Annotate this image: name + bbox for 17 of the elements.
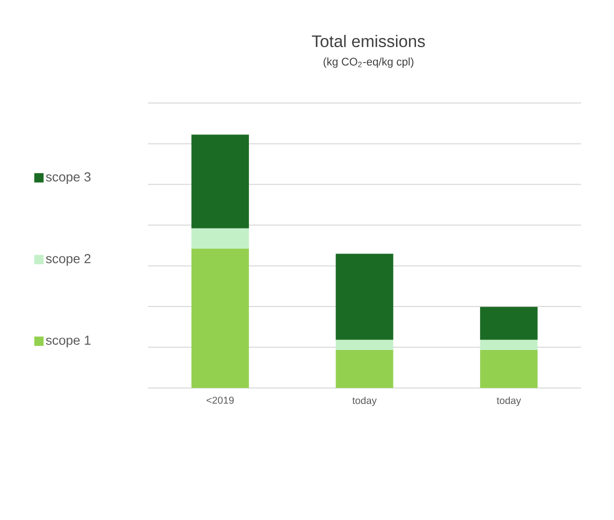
x-tick-label: <2019 xyxy=(206,396,234,404)
x-tick-label: today xyxy=(352,396,377,406)
bar xyxy=(191,228,249,249)
chart-subtitle: (kg CO$_{2}$-eq/kg cpl) xyxy=(324,58,414,68)
bar xyxy=(480,350,538,388)
bar xyxy=(191,134,249,228)
legend-label: scope 2 xyxy=(46,254,90,266)
bar xyxy=(191,248,249,388)
bar xyxy=(480,340,538,350)
chart-title: Total emissions xyxy=(312,34,425,48)
legend-label: scope 1 xyxy=(46,336,90,348)
x-tick-label: today xyxy=(496,396,522,406)
bar xyxy=(336,350,394,388)
legend-label: scope 3 xyxy=(46,172,91,184)
bar xyxy=(480,306,538,340)
bar xyxy=(336,340,394,350)
bar xyxy=(336,254,394,340)
